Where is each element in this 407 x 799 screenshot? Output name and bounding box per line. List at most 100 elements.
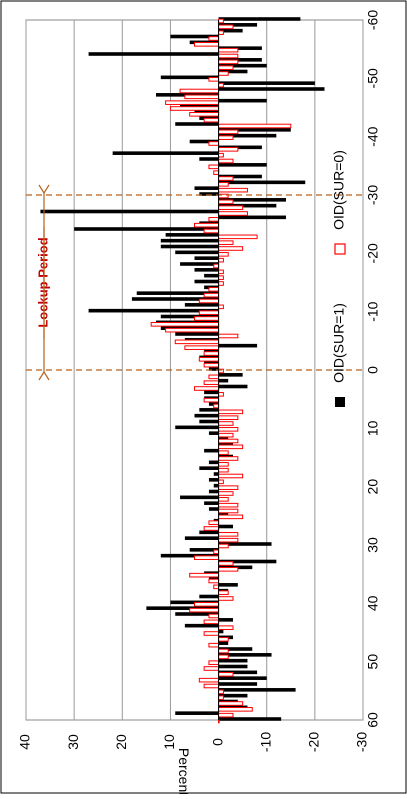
- bar-sur1: [218, 180, 306, 185]
- bar-sur0: [218, 438, 239, 444]
- bar-sur0: [184, 345, 220, 350]
- bar-sur0: [189, 607, 220, 613]
- bar-sur0: [189, 112, 220, 117]
- bar-sur1: [218, 163, 267, 167]
- bar-sur0: [218, 135, 234, 140]
- bar-sur1: [208, 431, 219, 435]
- bar-sur0: [218, 415, 239, 420]
- lockup-period-label: Lockup Period: [35, 237, 50, 327]
- bar-sur0: [218, 491, 234, 496]
- bar-sur1: [218, 688, 296, 692]
- bar-sur1: [131, 297, 219, 301]
- bar-sur0: [218, 82, 224, 88]
- bar-sur1: [218, 629, 224, 634]
- bar-sur1: [218, 658, 248, 663]
- bar-sur0: [150, 322, 220, 327]
- bar-sur1: [175, 612, 219, 616]
- y-tick-label: 30: [65, 734, 81, 750]
- bar-sur0: [218, 182, 229, 187]
- bar-sur0: [218, 333, 239, 339]
- x-tick-label: -50: [365, 68, 381, 88]
- bar-sur0: [218, 158, 234, 164]
- bar-sur1: [208, 507, 219, 511]
- bar-sur1: [218, 653, 272, 657]
- x-tick-label: 0: [365, 366, 381, 374]
- bar-sur0: [218, 712, 234, 718]
- bar-sur0: [213, 263, 220, 269]
- x-tick-label: -40: [365, 126, 381, 146]
- bar-sur0: [218, 234, 258, 240]
- bar-sur1: [204, 273, 219, 278]
- bar-sur1: [165, 233, 219, 237]
- bar-sur0: [208, 642, 220, 648]
- bar-sur0: [218, 304, 224, 310]
- bar-sur1: [180, 262, 219, 266]
- legend-swatch-sur1: [335, 397, 345, 407]
- bar-sur1: [199, 408, 219, 412]
- x-tick-label: 20: [365, 479, 381, 495]
- bar-sur1: [218, 174, 262, 179]
- bar-sur1: [175, 250, 219, 255]
- bar-sur1: [88, 52, 219, 56]
- bar-sur0: [218, 432, 234, 438]
- bar-sur1: [218, 28, 243, 33]
- bar-sur1: [74, 227, 219, 231]
- bar-sur1: [218, 559, 277, 564]
- lockup-arrowhead-upper: [38, 370, 50, 381]
- bar-sur1: [208, 367, 219, 371]
- bar-sur1: [218, 215, 286, 220]
- bar-sur0: [184, 94, 220, 100]
- bar-sur1: [189, 139, 219, 144]
- bar-sur0: [165, 327, 220, 333]
- bar-sur0: [218, 152, 224, 158]
- bar-sur0: [198, 677, 220, 683]
- bar-sur1: [170, 34, 219, 39]
- bar-sur1: [218, 670, 258, 675]
- bar-sur0: [203, 117, 220, 123]
- bar-sur1: [184, 536, 219, 540]
- bar-sur1: [218, 647, 253, 651]
- y-tick-label: 20: [113, 734, 129, 750]
- bar-sur1: [218, 343, 258, 348]
- bar-sur1: [204, 501, 219, 505]
- bar-sur0: [208, 520, 220, 525]
- bar-sur1: [218, 618, 234, 622]
- bar-sur1: [199, 466, 219, 470]
- bar-sur0: [218, 147, 239, 152]
- x-tick-label: 40: [365, 595, 381, 611]
- bar-sur1: [218, 717, 282, 721]
- bar-sur0: [218, 701, 244, 706]
- bar-sur1: [218, 69, 248, 74]
- bar-sur0: [218, 257, 224, 263]
- bar-sur0: [213, 549, 220, 555]
- bar-sur1: [218, 98, 267, 103]
- bar-sur0: [203, 380, 220, 385]
- bar-sur0: [218, 695, 224, 700]
- bar-sur0: [203, 362, 220, 368]
- bar-sur1: [218, 46, 262, 50]
- bar-sur0: [194, 386, 220, 391]
- bar-sur0: [218, 281, 224, 286]
- bar-sur1: [208, 478, 219, 482]
- bar-sur1: [218, 373, 243, 377]
- bar-sur1: [208, 460, 219, 465]
- bar-sur0: [218, 409, 244, 415]
- bar-sur1: [189, 548, 219, 552]
- bar-sur0: [218, 240, 234, 245]
- bar-sur0: [218, 514, 244, 520]
- bar-sur0: [218, 596, 234, 601]
- bar-sur1: [175, 711, 219, 715]
- x-tick-label: -10: [365, 301, 381, 321]
- bar-sur1: [218, 128, 291, 132]
- x-tick-label: 60: [365, 712, 381, 728]
- bar-sur1: [194, 268, 219, 272]
- bar-sur1: [160, 314, 219, 319]
- bar-sur0: [218, 508, 239, 514]
- bar-sur1: [199, 192, 219, 196]
- bar-sur1: [218, 23, 258, 27]
- bar-sur0: [169, 106, 220, 111]
- bar-sur0: [218, 65, 234, 70]
- bar-sur0: [194, 555, 220, 560]
- bar-sur1: [218, 58, 262, 62]
